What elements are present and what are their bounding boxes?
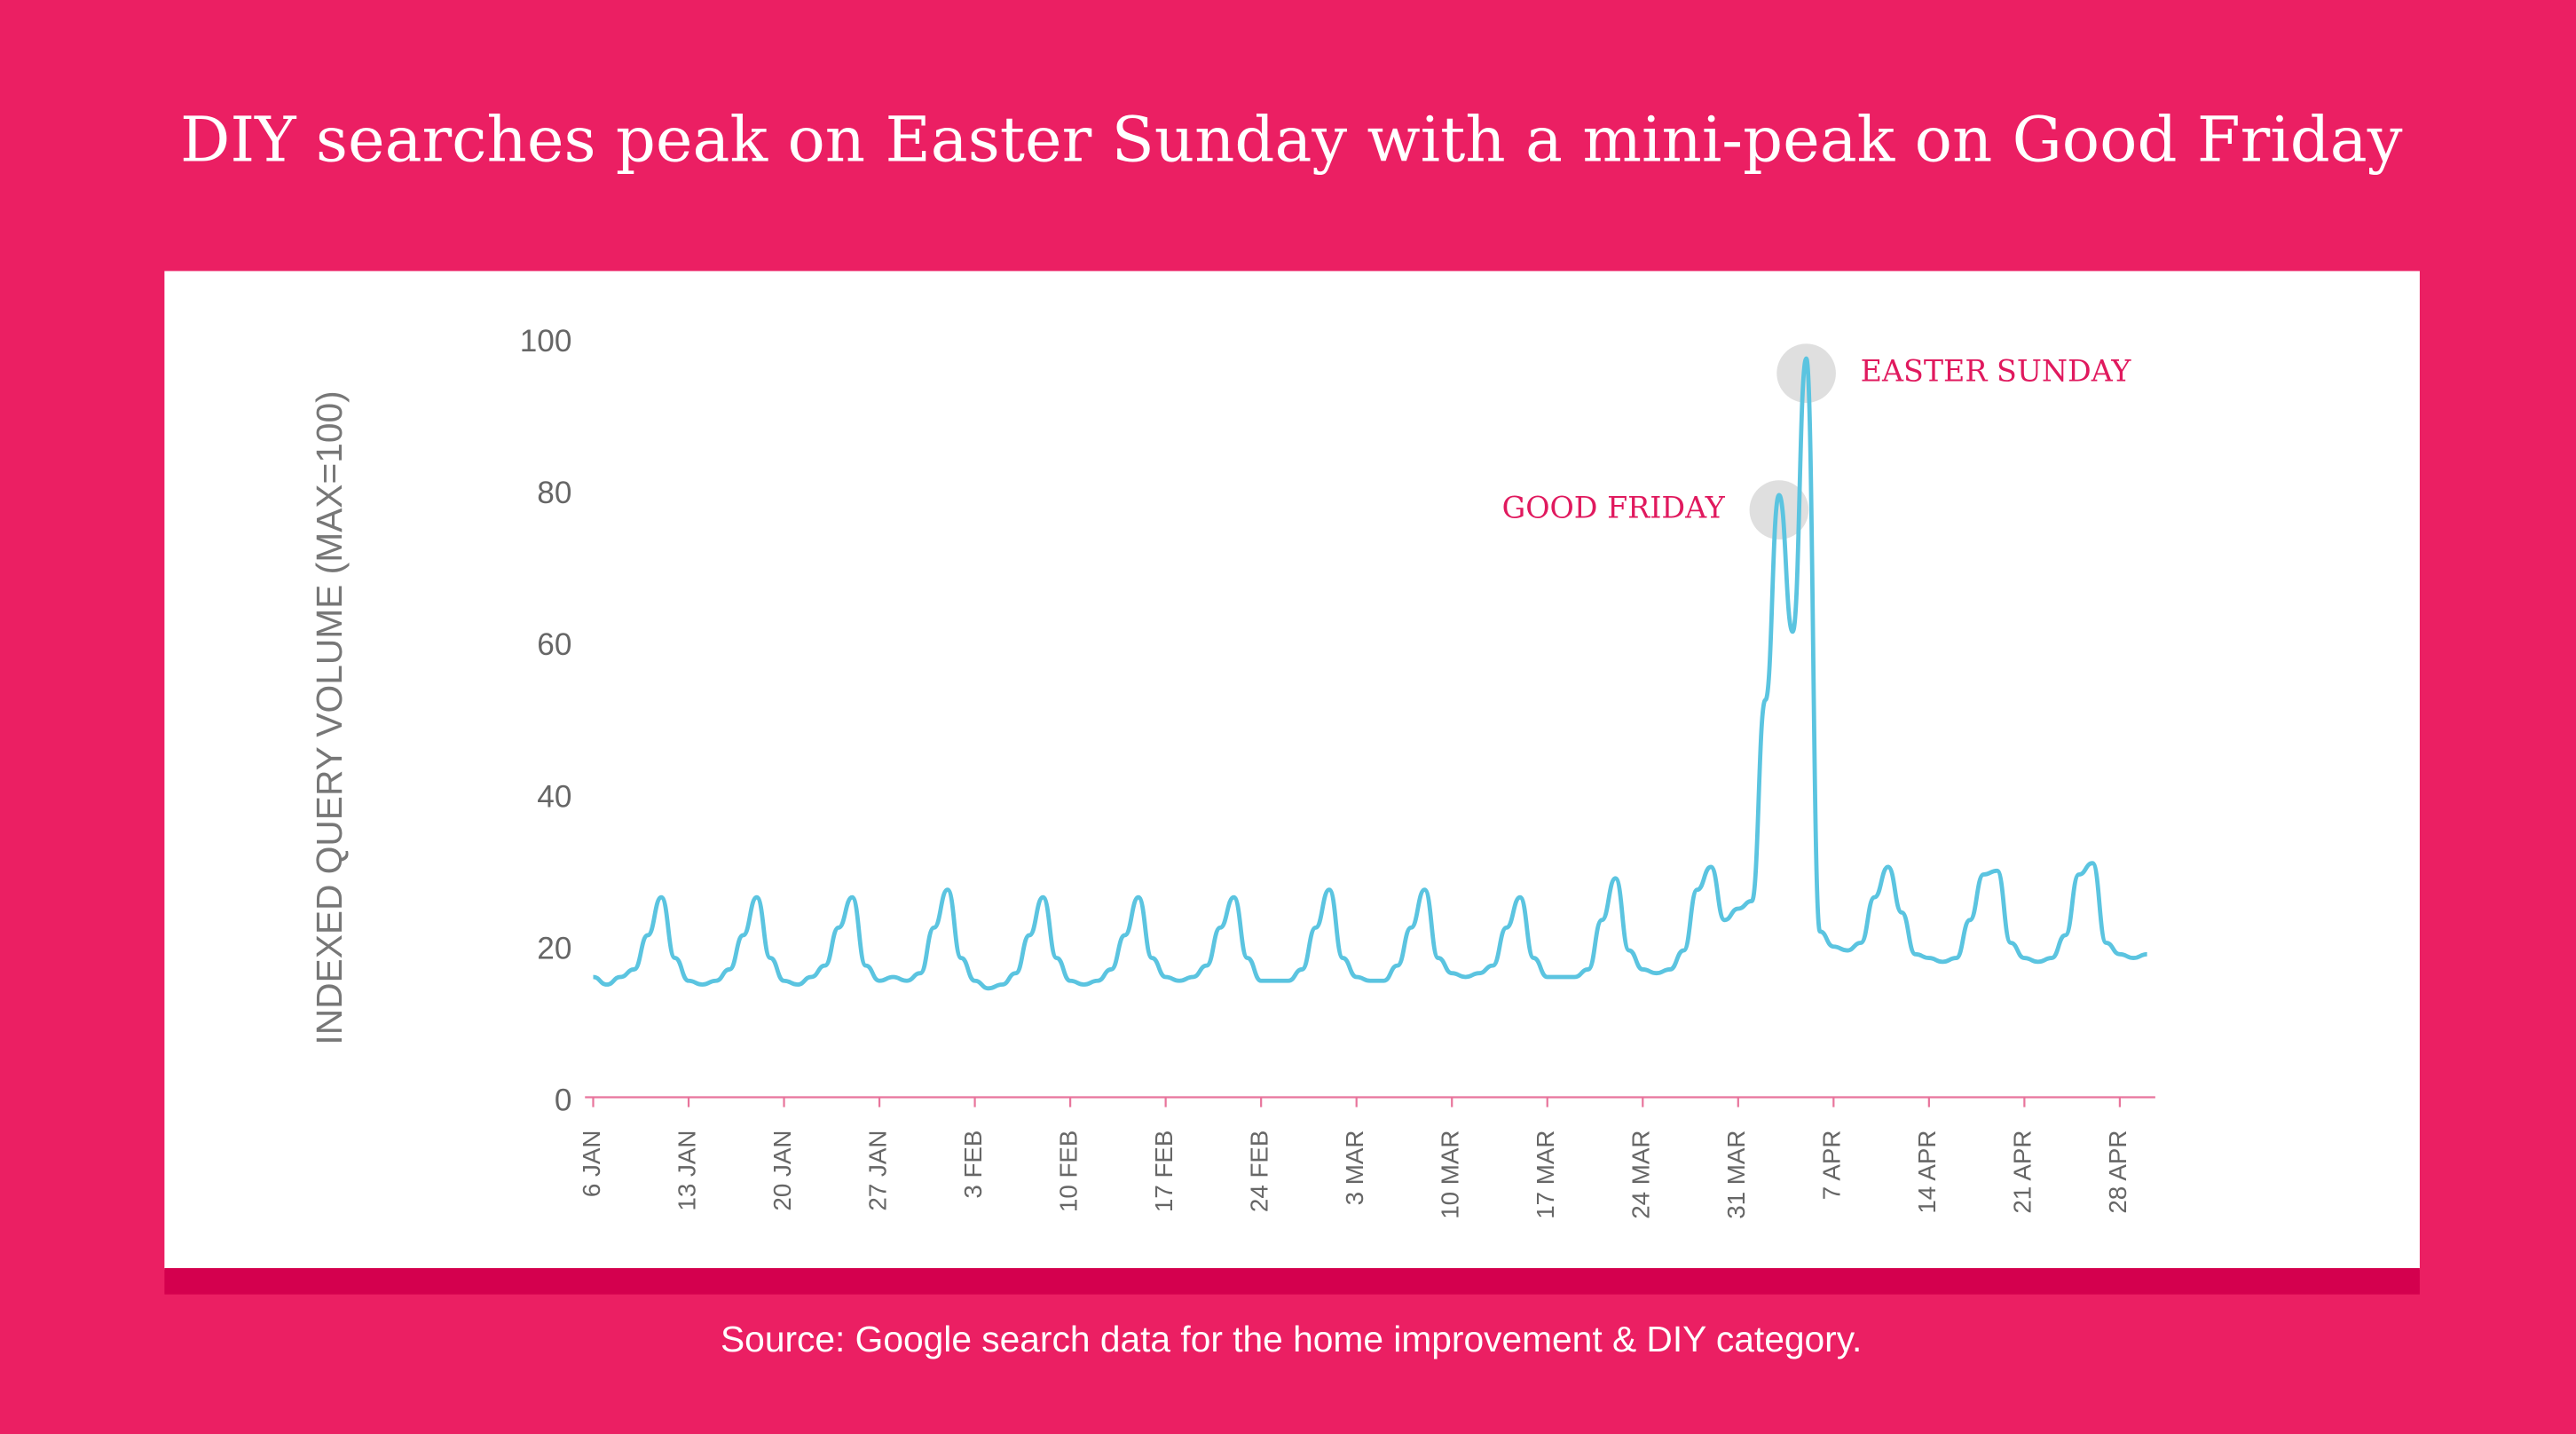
panel xyxy=(164,271,2420,1270)
x-tick-label: 21 APR xyxy=(2009,1131,2036,1214)
y-tick-label: 20 xyxy=(537,931,571,965)
x-tick-label: 14 APR xyxy=(1913,1131,1941,1214)
chart-title: DIY searches peak on Easter Sunday with … xyxy=(180,103,2403,176)
panel-footer xyxy=(164,1268,2420,1295)
x-tick-label: 17 FEB xyxy=(1150,1131,1178,1213)
x-tick-label: 24 MAR xyxy=(1627,1131,1655,1219)
x-tick-label: 7 APR xyxy=(1818,1131,1846,1201)
y-tick-label: 60 xyxy=(537,627,571,662)
source: Source: Google search data for the home … xyxy=(721,1319,1862,1359)
x-tick-label: 10 MAR xyxy=(1437,1131,1464,1219)
x-tick-label: 31 MAR xyxy=(1722,1131,1750,1219)
y-tick-label: 40 xyxy=(537,779,571,814)
line xyxy=(593,356,2147,991)
x-tick-label: 3 FEB xyxy=(959,1131,987,1199)
x-tick-label: 27 JAN xyxy=(863,1131,891,1211)
x-tick-label: 10 FEB xyxy=(1054,1131,1082,1213)
y-axis-label: INDEXED QUERY VOLUME (MAX=100) xyxy=(309,390,350,1044)
x-tick-label: 20 JAN xyxy=(768,1131,796,1211)
highlight xyxy=(1776,343,1836,403)
annotation: EASTER SUNDAY xyxy=(1861,354,2132,389)
x-tick-label: 24 FEB xyxy=(1245,1131,1272,1213)
x-tick-label: 6 JAN xyxy=(578,1131,605,1198)
x-tick-label: 28 APR xyxy=(2104,1131,2131,1214)
x-tick-label: 17 MAR xyxy=(1532,1131,1559,1219)
highlight xyxy=(1749,480,1809,540)
x-tick-label: 3 MAR xyxy=(1341,1131,1368,1206)
x-tick-label: 13 JAN xyxy=(673,1131,700,1211)
y-tick-label: 0 xyxy=(555,1083,572,1117)
y-tick-label: 80 xyxy=(537,476,571,510)
y-tick-label: 100 xyxy=(520,324,572,358)
annotation: GOOD FRIDAY xyxy=(1502,491,1726,525)
